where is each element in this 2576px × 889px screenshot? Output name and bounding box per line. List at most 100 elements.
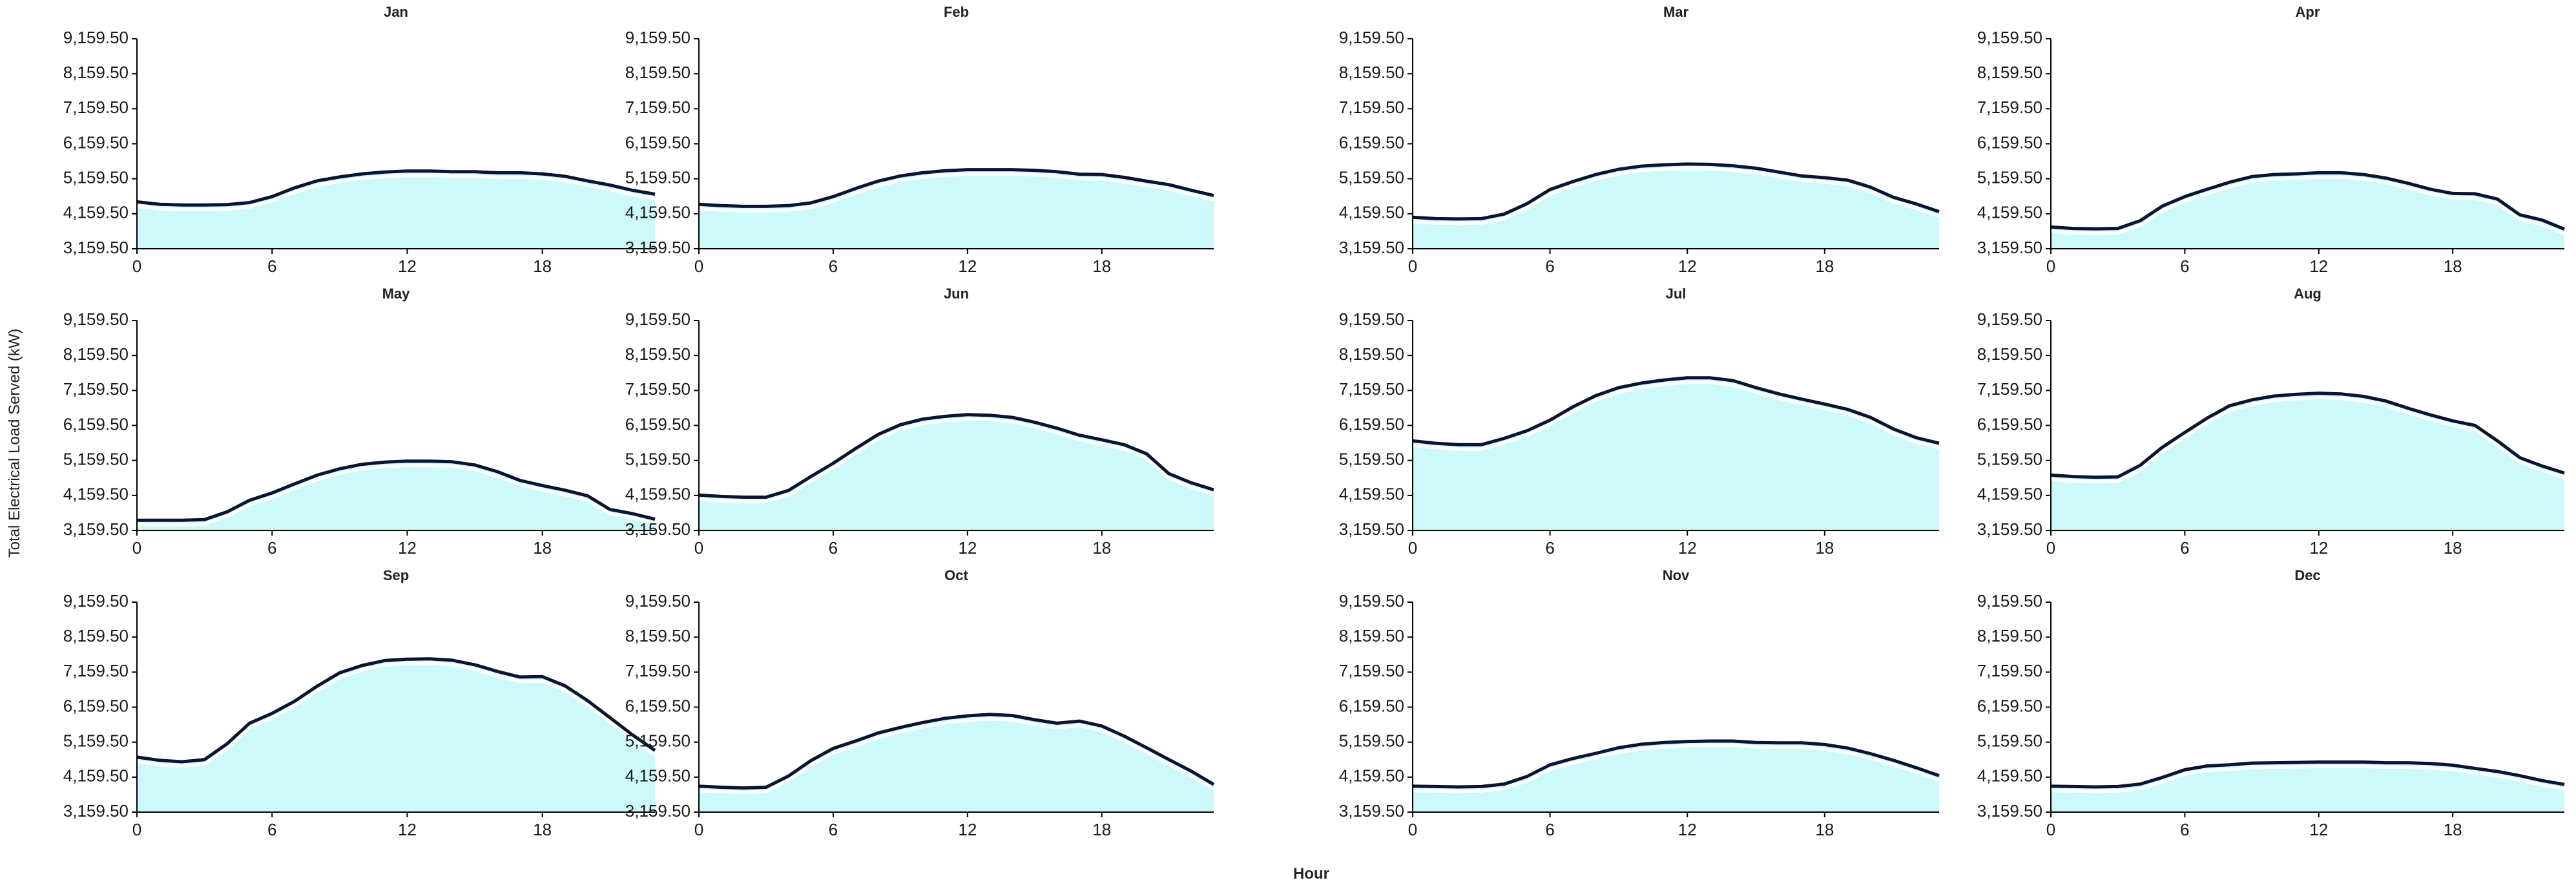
y-tick-label: 9,159.50 [63, 28, 129, 47]
x-tick-label: 18 [1815, 256, 1834, 276]
x-tick-label: 18 [533, 538, 552, 558]
y-tick-label: 3,159.50 [625, 801, 691, 821]
load-area [137, 658, 655, 812]
y-tick-label: 6,159.50 [1977, 414, 2042, 434]
load-line [698, 713, 1215, 790]
x-tick-label: 0 [2046, 820, 2055, 839]
load-highlight [2050, 175, 2565, 235]
y-tick-label: 4,159.50 [625, 485, 691, 504]
load-line [136, 657, 656, 764]
y-tick-label: 8,159.50 [63, 344, 129, 364]
x-tick-label: 6 [267, 256, 276, 276]
x-tick-label: 6 [267, 538, 276, 558]
x-tick-label: 18 [2444, 256, 2462, 276]
x-tick-label: 0 [2046, 256, 2055, 276]
y-tick-label: 3,159.50 [63, 519, 129, 539]
panel-feb: Feb 3,159.50 4,159.50 5,159.50 6,159.50 7,159… [625, 4, 1214, 276]
load-line [2050, 760, 2565, 789]
y-axis-label: Total Electrical Load Served (kW) [6, 329, 23, 558]
y-tick-label: 7,159.50 [63, 661, 129, 680]
y-tick-label: 9,159.50 [1339, 28, 1404, 47]
x-tick-label: 0 [132, 820, 141, 839]
y-tick-label: 8,159.50 [625, 344, 691, 364]
x-tick-label: 18 [1815, 538, 1834, 558]
y-tick-label: 3,159.50 [63, 238, 129, 257]
panel-title: Jun [944, 286, 969, 302]
y-tick-label: 5,159.50 [1977, 731, 2042, 751]
panel-title: Apr [2296, 4, 2320, 20]
y-tick-label: 9,159.50 [63, 309, 129, 329]
y-tick-label: 4,159.50 [1977, 766, 2042, 786]
y-tick-label: 6,159.50 [63, 696, 129, 715]
y-tick-label: 9,159.50 [1977, 28, 2042, 47]
y-tick-label: 8,159.50 [63, 63, 129, 82]
x-tick-label: 0 [1408, 820, 1417, 839]
load-line [137, 459, 656, 522]
x-tick-label: 12 [958, 256, 977, 276]
x-tick-label: 18 [1092, 820, 1111, 839]
load-highlight [2050, 396, 2565, 484]
panel-oct: Oct 3,159.50 4,159.50 5,159.50 6,159.50 7,159… [625, 567, 1215, 839]
panel-nov: Nov 3,159.50 4,159.50 5,159.50 6,159.50 7,159… [1339, 567, 1940, 839]
load-area [137, 171, 655, 249]
load-area [1413, 741, 1939, 812]
x-tick-label: 18 [1815, 820, 1834, 839]
load-highlight [1412, 167, 1940, 225]
load-highlight [698, 417, 1214, 503]
x-tick-label: 0 [694, 256, 703, 276]
x-tick-label: 6 [829, 538, 838, 558]
x-tick-label: 12 [1678, 256, 1697, 276]
panel-title: Mar [1663, 4, 1689, 20]
y-tick-label: 9,159.50 [1977, 591, 2042, 611]
y-tick-label: 9,159.50 [625, 309, 691, 329]
panels-grid: Jan 3,159.50 4,159.50 5,159.50 6,159.50 7,159… [63, 4, 2565, 839]
y-tick-label: 5,159.50 [1977, 450, 2042, 469]
y-tick-label: 9,159.50 [1339, 309, 1404, 329]
x-tick-label: 18 [2444, 538, 2462, 558]
y-tick-label: 6,159.50 [625, 414, 691, 434]
y-tick-label: 7,159.50 [1339, 98, 1404, 117]
y-tick-label: 4,159.50 [625, 203, 691, 222]
x-tick-label: 12 [958, 820, 977, 839]
x-tick-label: 12 [2309, 820, 2328, 839]
x-tick-label: 6 [829, 820, 838, 839]
y-tick-label: 8,159.50 [63, 626, 129, 645]
load-line [1412, 739, 1940, 789]
y-tick-label: 7,159.50 [625, 661, 691, 680]
x-tick-label: 0 [694, 538, 703, 558]
y-tick-label: 8,159.50 [1977, 344, 2042, 364]
y-tick-label: 5,159.50 [625, 168, 691, 187]
y-tick-label: 3,159.50 [1339, 519, 1404, 539]
y-tick-label: 8,159.50 [1339, 63, 1404, 82]
x-tick-label: 12 [2309, 538, 2328, 558]
load-highlight [1412, 381, 1940, 451]
load-highlight [136, 662, 656, 768]
x-tick-label: 6 [829, 256, 838, 276]
x-tick-label: 18 [1092, 538, 1111, 558]
y-tick-label: 4,159.50 [63, 203, 129, 222]
y-tick-label: 4,159.50 [1977, 203, 2042, 222]
y-tick-label: 5,159.50 [63, 168, 129, 187]
panel-title: Nov [1663, 567, 1690, 583]
y-tick-label: 7,159.50 [625, 98, 691, 117]
y-tick-label: 4,159.50 [1339, 203, 1404, 222]
x-tick-label: 12 [1678, 820, 1697, 839]
y-tick-label: 5,159.50 [63, 731, 129, 751]
y-tick-label: 3,159.50 [625, 238, 691, 257]
x-tick-label: 18 [1092, 256, 1111, 276]
load-area [699, 714, 1214, 812]
load-area [1413, 163, 1939, 249]
load-line [698, 168, 1214, 208]
x-tick-label: 12 [2309, 256, 2328, 276]
y-tick-label: 4,159.50 [1339, 766, 1404, 786]
panel-title: Sep [383, 567, 409, 583]
y-tick-label: 6,159.50 [63, 414, 129, 434]
load-line [136, 169, 656, 207]
x-tick-label: 0 [2046, 538, 2055, 558]
y-tick-label: 7,159.50 [1977, 379, 2042, 399]
x-tick-label: 0 [132, 538, 141, 558]
load-highlight [2050, 765, 2565, 793]
y-tick-label: 7,159.50 [1977, 98, 2042, 117]
panel-title: Dec [2294, 567, 2320, 583]
